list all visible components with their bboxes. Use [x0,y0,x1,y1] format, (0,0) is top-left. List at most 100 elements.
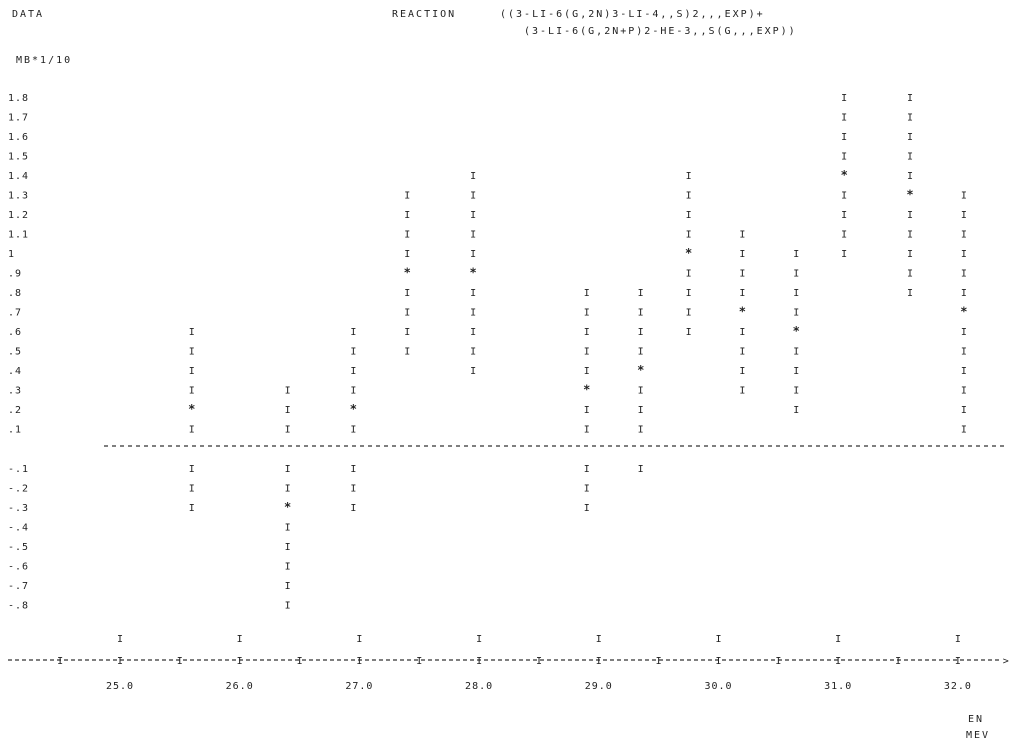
data-point-marker: * [685,246,692,260]
error-bar-segment: I [793,347,799,358]
y-tick-label: 1.3 [8,191,29,202]
error-bar-segment: I [907,210,913,221]
error-bar-segment: I [907,288,913,299]
data-point-marker: * [284,500,291,514]
data-point-marker: * [188,402,195,416]
error-bar-segment: I [638,327,644,338]
x-axis-upper-tick: I [117,634,123,645]
x-axis-minor-tick: I [775,656,781,667]
error-bar-segment: I [686,308,692,319]
x-axis-minor-tick: I [117,656,123,667]
error-bar-segment: I [350,386,356,397]
data-point-marker: * [793,324,800,338]
error-bar-segment: I [907,249,913,260]
x-label-en: EN [968,714,984,725]
error-bar-segment: I [350,347,356,358]
error-bar-segment: I [470,366,476,377]
error-bar-segment: I [739,366,745,377]
error-bar-segment: I [907,171,913,182]
error-bar-segment: I [841,230,847,241]
error-bar-segment: I [739,249,745,260]
x-tick-label: 27.0 [345,681,373,692]
error-bar-segment: I [584,347,590,358]
error-bar-segment: I [584,405,590,416]
error-bar-segment: I [189,503,195,514]
error-bar-segment: I [638,288,644,299]
x-tick-label: 31.0 [824,681,852,692]
x-axis-minor-tick: I [536,656,542,667]
data-point-marker: * [350,402,357,416]
error-bar-segment: I [584,327,590,338]
data-point-marker: * [960,305,967,319]
y-tick-label: .3 [8,386,22,397]
error-bar-segment: I [285,523,291,534]
error-bar-segment: I [961,210,967,221]
error-bar-segment: I [285,405,291,416]
y-tick-label: .6 [8,327,22,338]
error-bar-segment: I [404,308,410,319]
error-bar-segment: I [907,93,913,104]
x-tick-label: 26.0 [226,681,254,692]
error-bar-segment: I [739,386,745,397]
y-tick-label: .8 [8,288,22,299]
data-point-marker: * [637,363,644,377]
error-bar-segment: I [961,230,967,241]
x-axis-upper-tick: I [596,634,602,645]
y-tick-label: 1.6 [8,132,29,143]
data-point-marker: * [404,266,411,280]
x-axis-minor-tick: I [656,656,662,667]
y-axis: 1.8 1.7 1.6 1.5 1.4 1.3 1.2 1.1 1 .9 .8 .7 .6 .5 .4 .3.… [8,93,29,612]
error-bar-segment: I [404,347,410,358]
error-bar-segment: I [189,484,195,495]
x-tick-label: 28.0 [465,681,493,692]
error-bar-segment: I [686,191,692,202]
error-bar-segment: I [350,464,356,475]
x-axis-minor-tick: I [596,656,602,667]
x-axis-upper-tick: I [237,634,243,645]
error-bar-segment: I [961,191,967,202]
error-bar-segment: I [961,347,967,358]
error-bar-segment: I [189,425,195,436]
error-bar-segment: I [584,366,590,377]
y-tick-label: 1.4 [8,171,29,182]
error-bar-segment: I [961,366,967,377]
x-axis-minor-tick: I [57,656,63,667]
y-tick-label: .9 [8,269,22,280]
x-axis-upper-tick: I [955,634,961,645]
error-bar-segment: I [739,347,745,358]
error-bar-segment: I [470,288,476,299]
error-bar-segment: I [470,191,476,202]
data-label: DATA [12,9,44,20]
error-bar-segment: I [584,425,590,436]
error-bar-segment: I [350,484,356,495]
error-bar-segment: I [793,366,799,377]
data-series: IIII*IIIIIIIII*IIIIIIIII*IIIIIIII*IIIIII… [188,93,967,612]
y-tick-label: 1.2 [8,210,29,221]
y-unit-label: MB*1/10 [16,55,72,66]
error-bar-segment: I [285,464,291,475]
x-tick-label: 29.0 [585,681,613,692]
y-tick-label: -.8 [8,601,29,612]
error-bar-segment: I [739,230,745,241]
error-bar-segment: I [793,288,799,299]
y-tick-label: 1.1 [8,230,29,241]
error-bar-segment: I [686,230,692,241]
x-axis-minor-tick: I [237,656,243,667]
error-bar-segment: I [841,93,847,104]
error-bar-segment: I [285,386,291,397]
error-bar-segment: I [638,405,644,416]
error-bar-segment: I [404,288,410,299]
y-tick-label: .4 [8,366,22,377]
x-tick-label: 32.0 [944,681,972,692]
x-tick-label: 25.0 [106,681,134,692]
error-bar-segment: I [584,484,590,495]
error-bar-segment: I [638,386,644,397]
